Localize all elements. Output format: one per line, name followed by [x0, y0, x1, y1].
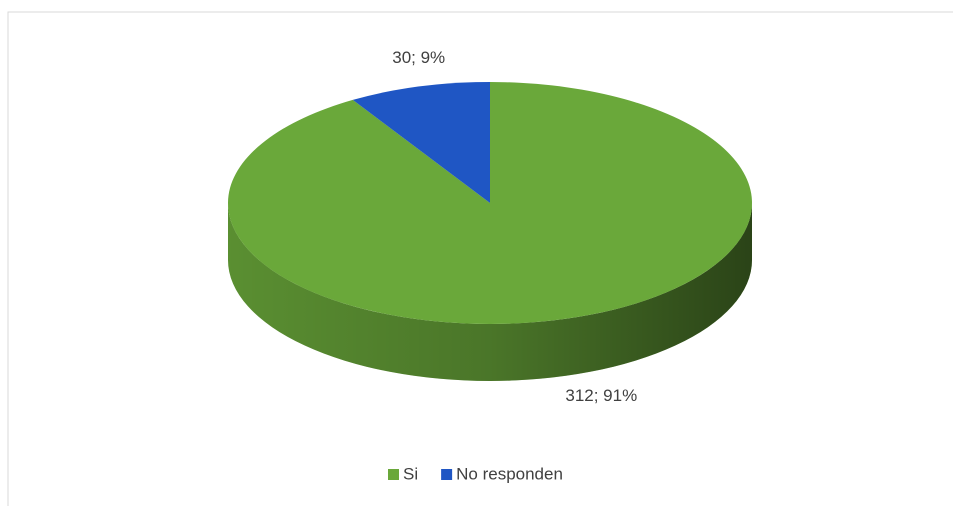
legend-label: Si — [403, 464, 418, 483]
legend-swatch — [388, 469, 399, 480]
side-shade — [228, 203, 752, 381]
slice — [227, 82, 752, 324]
legend-label: No responden — [456, 464, 563, 483]
data-label: 312; 91% — [565, 386, 637, 405]
slice — [352, 82, 490, 203]
chart-frame — [7, 11, 953, 506]
legend-swatch — [441, 469, 453, 480]
data-label: 30; 9% — [392, 48, 445, 67]
